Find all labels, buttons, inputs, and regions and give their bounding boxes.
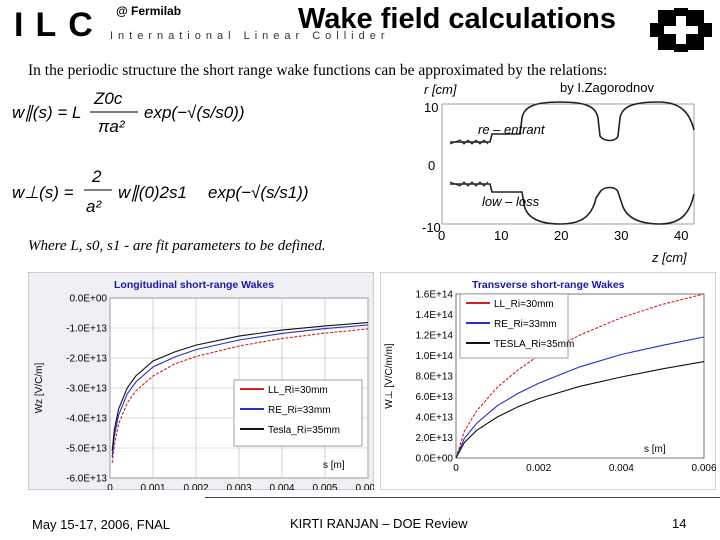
y-tick-label: -3.0E+13 — [66, 384, 107, 395]
profile-ytick-top: 10 — [424, 100, 438, 115]
profile-xtick-4: 40 — [674, 228, 688, 243]
profile-ylabel: r [cm] — [424, 84, 457, 97]
series-line-2 — [455, 336, 705, 459]
ilc-logo-subtitle: International Linear Collider — [110, 30, 390, 42]
y-tick-label: 1.0E+14 — [415, 351, 453, 362]
legend-entry: LL_Ri=30mm — [268, 385, 328, 396]
x-tick-label: 0 — [107, 483, 113, 490]
legend-box — [233, 379, 363, 447]
legend-entry: TESLA_Ri=35mm — [494, 339, 574, 350]
y-tick-label: 6.0E+13 — [415, 392, 453, 403]
y-tick-label: -1.0E+13 — [66, 324, 107, 335]
eq-par-tail: exp(−√(s/s0)) — [144, 103, 245, 122]
y-tick-label: 0.0E+00 — [69, 294, 107, 305]
ilc-logo-letters: ILC — [14, 6, 105, 44]
eq-par-lhs: w∥(s) = L — [12, 103, 81, 122]
x-axis-label: s [m] — [644, 444, 666, 455]
footer-date: May 15-17, 2006, FNAL — [32, 517, 171, 532]
chart-title: Transverse short-range Wakes — [472, 279, 625, 291]
legend-entry: Tesla_Ri=35mm — [268, 425, 340, 436]
y-tick-label: 1.6E+14 — [415, 290, 453, 301]
profile-ytick-bottom: -10 — [422, 220, 441, 235]
y-tick-label: 4.0E+13 — [415, 413, 453, 424]
footer-divider — [205, 497, 720, 498]
y-tick-label: -5.0E+13 — [66, 444, 107, 455]
x-tick-label: 0 — [453, 463, 459, 474]
legend-entry: LL_Ri=30mm — [494, 299, 554, 310]
credit-text: by I.Zagorodnov — [560, 80, 654, 95]
fit-parameters-note: Where L, s0, s1 - are fit parameters to … — [28, 238, 326, 254]
profile-label-top: re – entrant — [478, 122, 546, 137]
profile-xlabel: z [cm] — [651, 250, 687, 265]
y-tick-label: -4.0E+13 — [66, 414, 107, 425]
x-tick-label: 0.003 — [226, 483, 251, 490]
y-tick-label: -6.0E+13 — [66, 474, 107, 485]
eq-perp-mid: w∥(0)2s1 — [118, 183, 187, 202]
chart-title: Longitudinal short-range Wakes — [114, 279, 274, 291]
profile-ytick-mid: 0 — [428, 158, 435, 173]
intro-text: In the periodic structure the short rang… — [28, 62, 608, 79]
series-line-1 — [455, 293, 705, 459]
y-axis-label: W⊥ [V/C/m/m] — [384, 343, 395, 409]
eq-perp-num: 2 — [91, 167, 102, 186]
x-tick-label: 0.004 — [269, 483, 294, 490]
profile-label-bottom: low – loss — [482, 194, 540, 209]
y-tick-label: 1.4E+14 — [415, 310, 453, 321]
x-tick-label: 0.002 — [183, 483, 208, 490]
cavity-profile-plot: r [cm] 10 0 -10 0 10 20 30 40 re – entra… — [422, 84, 695, 265]
eq-par-num: Z0c — [93, 89, 123, 108]
series-line-3 — [111, 322, 369, 452]
legend-entry: RE_Ri=33mm — [268, 405, 331, 416]
fermilab-logo-icon — [650, 8, 712, 52]
x-axis-label: s [m] — [323, 460, 345, 471]
wake-equations: w∥(s) = L Z0c πa² exp(−√(s/s0)) w⊥(s) = … — [12, 89, 309, 216]
profile-xtick-1: 10 — [494, 228, 508, 243]
legend-entry: RE_Ri=33mm — [494, 319, 557, 330]
profile-xtick-3: 30 — [614, 228, 628, 243]
y-tick-label: -2.0E+13 — [66, 354, 107, 365]
x-tick-label: 0.001 — [140, 483, 165, 490]
y-tick-label: 2.0E+13 — [415, 433, 453, 444]
y-tick-label: 1.2E+14 — [415, 331, 453, 342]
x-tick-label: 0.006 — [355, 483, 374, 490]
series-line-2 — [111, 324, 369, 458]
y-tick-label: 0.0E+00 — [415, 454, 453, 465]
x-tick-label: 0.005 — [312, 483, 337, 490]
legend-box — [459, 293, 569, 359]
eq-perp-tail: exp(−√(s/s1)) — [208, 183, 309, 202]
y-tick-label: 8.0E+13 — [415, 372, 453, 383]
transverse-wake-chart: Transverse short-range Wakes 1.6E+14 1.4E+… — [380, 272, 716, 490]
org-label: @ Fermilab — [116, 4, 182, 18]
x-tick-label: 0.004 — [609, 463, 634, 474]
profile-xtick-0: 0 — [438, 228, 445, 243]
eq-par-den: πa² — [98, 117, 126, 136]
series-line-3 — [455, 361, 705, 459]
x-tick-label: 0.002 — [526, 463, 551, 474]
profile-xtick-2: 20 — [554, 228, 568, 243]
footer-author: KIRTI RANJAN – DOE Review — [290, 516, 468, 531]
y-axis-label: Wz [V/C/m] — [34, 363, 45, 414]
x-tick-label: 0.006 — [691, 463, 716, 474]
longitudinal-wake-chart: Longitudinal short-range Wakes 0.0E+00 -1.… — [28, 272, 374, 490]
eq-perp-lhs: w⊥(s) = — [12, 183, 74, 202]
page-title: Wake field calculations — [298, 3, 617, 35]
eq-perp-den: a² — [86, 197, 102, 216]
page-number: 14 — [672, 516, 687, 531]
